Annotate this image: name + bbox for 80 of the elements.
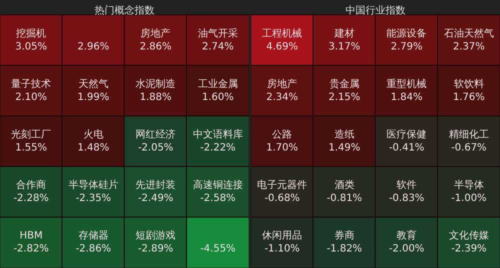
category-label: 半导体 [454,179,484,192]
data-label: -4.55% [200,244,236,255]
data-label: -2.22% [200,142,236,154]
category-label: 网红经济 [136,128,176,140]
data-label: 1.48% [77,142,110,154]
category-label: 高速铜连接 [192,179,243,192]
data-label: -2.05% [138,142,174,154]
data-label: 1.76% [452,92,485,103]
data-label: 1.70% [266,142,298,154]
category-label: 半导体硅片 [68,179,118,192]
category-label: 中文语料库 [192,128,243,140]
category-label: 券商 [334,230,354,242]
data-label: -2.00% [388,244,424,255]
category-label: 水泥制造 [136,78,176,90]
data-label: 2.10% [15,92,48,103]
category-label: 造纸 [334,128,354,140]
text: 中国行业指数 [346,4,406,16]
category-label: 房地产 [267,78,298,90]
category-label: 工业金属 [198,78,238,90]
category-label: 酒类 [334,179,354,192]
category-label: 教育 [396,230,417,242]
category-label: 火电 [83,128,104,140]
data-label: -1.00% [451,193,487,204]
category-label: 量子技术 [11,78,52,90]
data-label: -2.28% [13,193,49,204]
data-label: 1.88% [140,92,172,103]
data-label: -0.67% [451,142,487,154]
category-label: 油气开采 [198,27,238,40]
data-label: -2.86% [76,244,112,255]
category-label: 光刻工厂 [11,128,52,140]
data-label: 2.86% [140,41,172,52]
data-label: 2.15% [328,92,360,103]
data-label: -1.82% [326,244,362,255]
category-label: 房地产 [140,27,171,40]
data-label: 2.96% [77,41,110,52]
data-label: -0.41% [388,142,424,154]
data-label: 1.55% [15,142,48,154]
category-label: 存储器 [78,230,108,242]
data-label: -2.35% [76,193,112,204]
data-label: 1.60% [202,92,234,103]
data-label: -0.83% [388,193,424,204]
category-label: 重型机械 [386,78,427,90]
data-label: -2.82% [13,244,49,255]
category-label: 休闲用品 [262,230,302,242]
data-label: -2.49% [138,193,174,204]
category-label: 医疗保健 [386,128,427,140]
data-label: -0.68% [264,193,300,204]
data-label: -1.10% [264,244,300,255]
category-label: 天然气 [78,78,108,90]
category-label: 软饮料 [454,78,484,90]
category-label: 合作商 [16,179,46,192]
category-label: 挖掘机 [16,27,46,40]
data-label: 4.69% [266,41,298,52]
data-label: 2.34% [266,92,298,103]
data-label: 1.49% [328,142,360,154]
category-label: 石油天然气 [444,27,494,40]
data-label: -2.89% [138,244,174,255]
category-label: 贵金属 [329,78,360,90]
data-label: 2.74% [202,41,234,52]
category-label: 建材 [333,27,354,40]
category-label: HBM [20,230,43,242]
data-label: 1.84% [390,92,423,103]
category-label: 公路 [272,128,292,140]
data-label: 3.17% [328,41,360,52]
data-label: -0.81% [326,193,362,204]
category-label: 先进封装 [136,179,176,192]
data-label: -2.39% [451,244,487,255]
data-label: 1.99% [77,92,110,103]
data-label: 3.05% [15,41,48,52]
category-label: 精细化工 [448,128,489,140]
data-label: 2.79% [390,41,423,52]
data-label: 2.37% [452,41,485,52]
category-label: 电子元器件 [257,179,308,192]
category-label: 短剧游戏 [136,230,176,242]
category-label: 软件 [396,179,417,192]
category-label: 工程机械 [262,27,302,40]
text: 热门概念指数 [94,4,154,16]
category-label: 能源设备 [386,27,427,40]
category-label: 文化传媒 [448,230,489,242]
data-label: -2.58% [200,193,236,204]
